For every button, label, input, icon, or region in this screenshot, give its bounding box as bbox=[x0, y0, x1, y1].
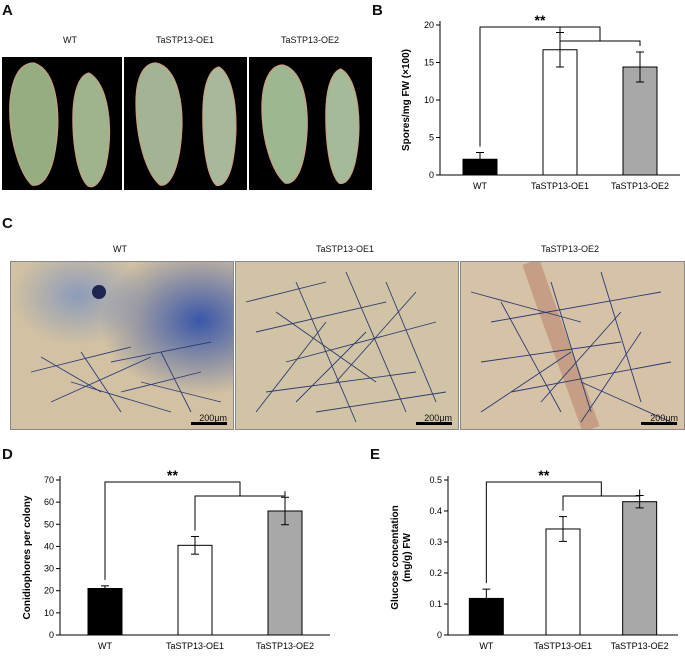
y-tick-label: 20 bbox=[424, 20, 434, 30]
y-tick-label: 50 bbox=[44, 519, 54, 529]
bar bbox=[267, 510, 303, 636]
y-tick-label: 70 bbox=[44, 475, 54, 485]
y-tick-label: 40 bbox=[44, 541, 54, 551]
chart-conidiophores: 0 10 20 30 40 50 60 70 Conidiophores per colony W… bbox=[22, 467, 330, 651]
significance-label: ** bbox=[535, 12, 546, 28]
y-tick-label: 0 bbox=[429, 170, 434, 180]
bar bbox=[542, 49, 578, 176]
y-tick-label: 10 bbox=[424, 95, 434, 105]
y-axis-label-line: Conidiophores per colony bbox=[22, 495, 33, 619]
leaf-photo-oe1-image bbox=[135, 62, 237, 186]
micrograph-wt-image bbox=[11, 262, 233, 429]
significance-label: ** bbox=[167, 467, 178, 483]
x-tick-label: TaSTP13-OE2 bbox=[611, 641, 669, 651]
y-axis-label: Conidiophores per colony bbox=[22, 495, 33, 619]
y-tick-label: 0.3 bbox=[429, 537, 442, 547]
y-axis-label-line: Glucose concentation bbox=[390, 505, 401, 609]
micrograph-oe2: 200μm bbox=[460, 261, 685, 430]
panel-a-label-oe1: TaSTP13-OE1 bbox=[155, 35, 215, 45]
chart-glucose: 0 0.1 0.2 0.3 0.4 0.5 Glucose concentation(mg/… bbox=[390, 467, 678, 651]
y-tick-label: 60 bbox=[44, 497, 54, 507]
bar bbox=[545, 528, 581, 636]
y-tick-label: 0 bbox=[437, 630, 442, 640]
y-axis-label-line: (mg/g) FW bbox=[402, 533, 413, 582]
y-tick-label: 15 bbox=[424, 58, 434, 68]
chart-spores: 0 5 10 15 20 Spores/mg FW (×100) WT TaSTP13-OE1… bbox=[401, 12, 680, 191]
bar bbox=[622, 501, 658, 636]
panel-c-label-oe1: TaSTP13-OE1 bbox=[315, 244, 375, 254]
leaf-photo-oe2 bbox=[249, 57, 372, 190]
x-tick-label: TaSTP13-OE1 bbox=[531, 181, 589, 191]
leaf-photo-wt bbox=[2, 57, 122, 190]
x-tick-label: TaSTP13-OE1 bbox=[534, 641, 592, 651]
panel-a-label-wt: WT bbox=[63, 35, 77, 45]
x-tick-label: WT bbox=[473, 181, 487, 191]
x-tick-label: TaSTP13-OE1 bbox=[166, 641, 224, 651]
panel-letter-a: A bbox=[2, 2, 13, 19]
leaf-photo-oe1 bbox=[124, 57, 247, 190]
panel-letter-c: C bbox=[2, 215, 13, 232]
leaf-photo-oe2-image bbox=[261, 64, 360, 184]
micrograph-oe1: 200μm bbox=[235, 261, 459, 430]
significance-label: ** bbox=[538, 467, 549, 483]
scale-bar-label-oe1: 200μm bbox=[424, 413, 452, 423]
bar bbox=[468, 597, 504, 636]
y-axis-label: Glucose concentation(mg/g) FW bbox=[390, 505, 413, 609]
bar bbox=[177, 544, 213, 636]
panel-letter-b: B bbox=[372, 2, 383, 19]
y-tick-label: 20 bbox=[44, 586, 54, 596]
micrograph-oe1-image bbox=[245, 271, 452, 425]
panel-a-label-oe2: TaSTP13-OE2 bbox=[280, 35, 340, 45]
y-axis-label: Spores/mg FW (×100) bbox=[401, 49, 412, 151]
panel-letter-d: D bbox=[2, 446, 13, 463]
y-tick-label: 5 bbox=[429, 133, 434, 143]
leaf-photo-wt-image bbox=[9, 62, 111, 188]
panel-c-label-oe2: TaSTP13-OE2 bbox=[540, 244, 600, 254]
panel-letter-e: E bbox=[370, 446, 381, 463]
y-tick-label: 0.2 bbox=[429, 568, 442, 578]
x-tick-label: WT bbox=[98, 641, 112, 651]
x-tick-label: TaSTP13-OE2 bbox=[611, 181, 669, 191]
micrograph-wt: 200μm bbox=[10, 261, 234, 430]
significance-bracket bbox=[479, 26, 641, 147]
y-tick-label: 0 bbox=[49, 630, 54, 640]
y-tick-label: 30 bbox=[44, 564, 54, 574]
bar bbox=[622, 66, 658, 176]
y-tick-label: 0.5 bbox=[429, 475, 442, 485]
y-tick-label: 0.1 bbox=[429, 599, 442, 609]
scale-bar-label-wt: 200μm bbox=[199, 413, 227, 423]
significance-bracket bbox=[104, 481, 286, 580]
y-tick-label: 0.4 bbox=[429, 506, 442, 516]
scale-bar-label-oe2: 200μm bbox=[650, 413, 678, 423]
x-tick-label: TaSTP13-OE2 bbox=[256, 641, 314, 651]
y-tick-label: 10 bbox=[44, 608, 54, 618]
y-axis-label-line: Spores/mg FW (×100) bbox=[401, 49, 412, 151]
bar bbox=[87, 588, 123, 636]
panel-c-label-wt: WT bbox=[113, 244, 127, 254]
x-tick-label: WT bbox=[479, 641, 493, 651]
significance-bracket bbox=[485, 481, 641, 584]
micrograph-oe2-image bbox=[470, 262, 677, 429]
